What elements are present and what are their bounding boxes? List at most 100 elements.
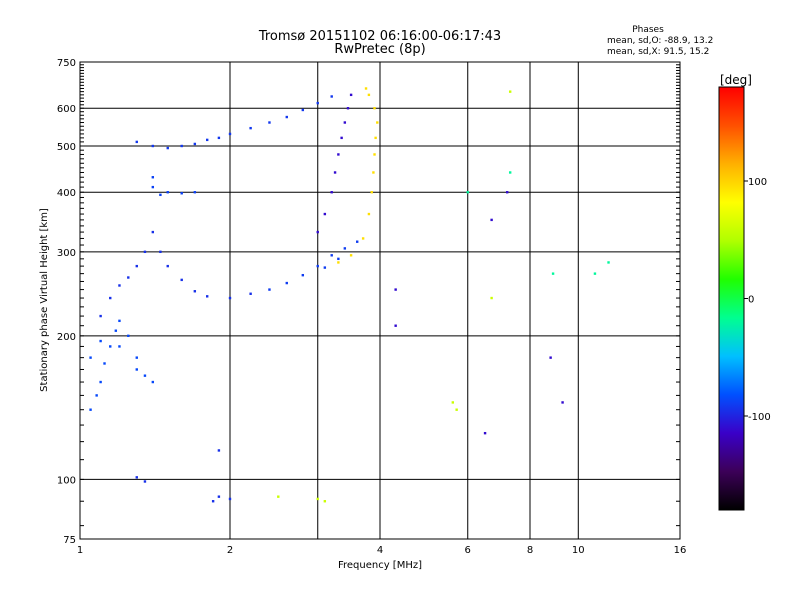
y-tick-label: 500	[57, 142, 76, 153]
data-point	[135, 264, 138, 268]
data-point	[376, 121, 379, 124]
data-point	[217, 495, 221, 498]
data-point	[316, 497, 319, 501]
y-tick-label: 600	[57, 104, 76, 115]
data-point	[370, 191, 373, 194]
data-point	[277, 495, 280, 498]
data-point	[159, 193, 162, 197]
data-point	[343, 121, 347, 124]
y-tick-label: 100	[57, 475, 76, 486]
data-point	[323, 212, 327, 216]
data-point	[109, 345, 112, 348]
data-point	[374, 136, 377, 140]
data-point	[268, 121, 271, 124]
data-point	[143, 480, 147, 483]
data-point	[99, 380, 102, 384]
data-point	[301, 108, 305, 112]
data-point	[118, 284, 121, 287]
y-tick-label: 200	[57, 332, 76, 343]
chart-title: Tromsø 20151102 06:16:00-06:17:43	[258, 29, 501, 44]
data-point	[135, 140, 138, 144]
colorbar-tick-label: 100	[748, 177, 767, 188]
data-point	[337, 257, 340, 261]
data-point	[127, 334, 130, 338]
x-tick-label: 2	[227, 545, 233, 556]
data-point	[211, 500, 215, 503]
data-point	[151, 176, 155, 179]
data-point	[373, 153, 376, 156]
data-point	[323, 266, 327, 269]
data-point	[151, 144, 155, 148]
data-point	[490, 296, 493, 300]
x-tick-label: 1	[77, 545, 83, 556]
data-point	[330, 95, 333, 98]
data-point	[159, 250, 162, 254]
data-point	[316, 230, 319, 234]
data-point	[193, 191, 197, 194]
data-point	[330, 254, 333, 257]
data-point	[217, 136, 221, 140]
colorbar-bar	[718, 86, 745, 511]
data-point	[135, 368, 138, 371]
data-point	[114, 329, 118, 332]
y-tick-label: 750	[57, 58, 76, 69]
y-tick-label: 75	[63, 535, 76, 546]
y-tick-label: 400	[57, 188, 76, 199]
y-axis-label: Stationary phase Virtual Height [km]	[39, 208, 50, 392]
data-point	[466, 191, 469, 194]
data-point	[249, 126, 252, 130]
data-point	[505, 191, 509, 194]
phases-o-line: mean, sd,O: -88.9, 13.2	[607, 36, 713, 46]
data-point	[394, 288, 397, 291]
data-point	[127, 276, 130, 279]
data-point	[166, 264, 169, 268]
data-point	[151, 230, 155, 234]
data-point	[135, 356, 138, 359]
data-point	[508, 171, 512, 174]
x-tick-label: 16	[674, 545, 687, 556]
data-point	[205, 295, 209, 298]
data-point	[337, 153, 340, 156]
data-point	[285, 281, 288, 285]
data-point	[394, 324, 397, 327]
data-point	[193, 290, 197, 293]
data-point	[372, 171, 375, 174]
colorbar-tick-label: 0	[748, 295, 754, 306]
y-tick-label: 300	[57, 248, 76, 259]
data-point	[143, 374, 147, 377]
data-point	[228, 497, 232, 501]
data-point	[349, 254, 353, 257]
data-point	[151, 185, 155, 189]
tick-layer: 1 2 4 6 8 10 16 75 100 200 300 400 500 600 750	[57, 58, 686, 556]
data-point	[99, 339, 102, 343]
data-point	[551, 272, 555, 275]
data-point	[593, 272, 597, 275]
chart-subtitle: RwPretec (8p)	[334, 42, 425, 57]
data-point	[118, 319, 121, 323]
data-point	[451, 401, 455, 404]
phases-x-line: mean, sd,X: 91.5, 15.2	[607, 47, 709, 57]
data-point	[135, 476, 138, 479]
data-point	[340, 136, 343, 140]
data-point	[228, 296, 232, 300]
x-tick-label: 4	[377, 545, 383, 556]
data-point	[337, 261, 340, 264]
data-point	[364, 87, 368, 90]
data-point	[301, 273, 305, 277]
data-point	[103, 362, 106, 365]
data-point	[151, 380, 155, 384]
data-point	[228, 132, 232, 136]
data-point	[316, 264, 319, 268]
colorbar-label: [deg]	[720, 73, 752, 87]
data-point	[349, 93, 353, 97]
colorbar-ticks: 100 0 -100	[744, 177, 771, 423]
x-tick-label: 8	[527, 545, 533, 556]
data-point	[99, 314, 102, 318]
data-point	[373, 107, 376, 110]
data-point	[361, 237, 365, 240]
data-point	[323, 500, 327, 503]
data-point	[343, 247, 347, 250]
data-point	[89, 408, 92, 411]
points-layer	[89, 87, 610, 503]
